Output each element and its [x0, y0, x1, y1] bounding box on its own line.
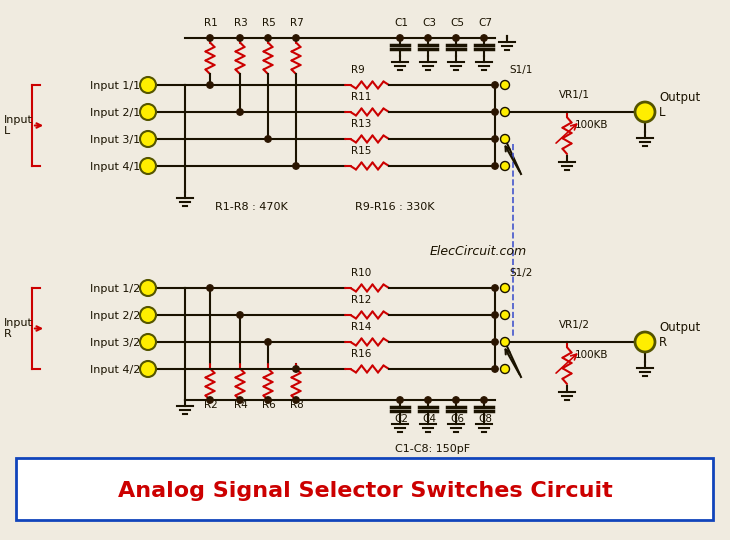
Circle shape — [207, 285, 213, 291]
Circle shape — [492, 312, 498, 318]
Text: C6: C6 — [450, 414, 464, 424]
Circle shape — [425, 397, 431, 403]
Text: VR1/2: VR1/2 — [559, 320, 590, 330]
Text: Output
R: Output R — [659, 321, 700, 349]
Text: C5: C5 — [450, 18, 464, 28]
Circle shape — [453, 397, 459, 403]
Circle shape — [140, 361, 156, 377]
Text: R9: R9 — [351, 65, 365, 75]
Circle shape — [492, 285, 498, 291]
Circle shape — [140, 158, 156, 174]
Circle shape — [492, 136, 498, 142]
Circle shape — [492, 339, 498, 345]
Circle shape — [237, 397, 243, 403]
Text: R7: R7 — [290, 18, 304, 28]
Text: C3: C3 — [422, 18, 436, 28]
Text: Input 4/2: Input 4/2 — [90, 365, 140, 375]
Circle shape — [293, 366, 299, 372]
Circle shape — [207, 397, 213, 403]
Text: C8: C8 — [478, 414, 492, 424]
Circle shape — [425, 35, 431, 41]
Circle shape — [265, 397, 272, 403]
Circle shape — [140, 307, 156, 323]
Text: 100KB: 100KB — [575, 350, 609, 360]
Text: R1-R8 : 470K: R1-R8 : 470K — [215, 202, 288, 212]
Text: Input 2/1: Input 2/1 — [90, 108, 140, 118]
Text: Input 2/2: Input 2/2 — [90, 311, 140, 321]
Text: R6: R6 — [262, 400, 276, 410]
Circle shape — [635, 332, 655, 352]
Circle shape — [501, 107, 510, 117]
Text: Input 1/2: Input 1/2 — [90, 284, 140, 294]
Circle shape — [293, 35, 299, 41]
Circle shape — [492, 366, 498, 372]
Text: R11: R11 — [351, 92, 372, 102]
Text: VR1/1: VR1/1 — [559, 90, 590, 100]
Text: C2: C2 — [394, 414, 408, 424]
Text: Input 3/2: Input 3/2 — [90, 338, 140, 348]
Text: Output
L: Output L — [659, 91, 700, 119]
Text: R16: R16 — [351, 349, 372, 359]
Text: R15: R15 — [351, 146, 372, 156]
Circle shape — [140, 280, 156, 296]
Circle shape — [481, 397, 487, 403]
Circle shape — [140, 77, 156, 93]
Text: S1/1: S1/1 — [509, 65, 532, 75]
Text: R1: R1 — [204, 18, 218, 28]
Circle shape — [237, 312, 243, 318]
Circle shape — [501, 364, 510, 374]
Circle shape — [501, 338, 510, 347]
Circle shape — [293, 163, 299, 169]
Circle shape — [492, 82, 498, 88]
Text: C4: C4 — [422, 414, 436, 424]
Circle shape — [207, 82, 213, 88]
Circle shape — [140, 104, 156, 120]
Text: R12: R12 — [351, 295, 372, 305]
Text: Input 1/1: Input 1/1 — [90, 81, 140, 91]
Text: R13: R13 — [351, 119, 372, 129]
Circle shape — [481, 35, 487, 41]
Text: Input 4/1: Input 4/1 — [90, 162, 140, 172]
Text: C7: C7 — [478, 18, 492, 28]
Text: C1: C1 — [394, 18, 408, 28]
Text: ElecCircuit.com: ElecCircuit.com — [430, 245, 527, 258]
Text: S1/2: S1/2 — [509, 268, 532, 278]
Text: C1-C8: 150pF: C1-C8: 150pF — [395, 444, 470, 454]
Circle shape — [492, 163, 498, 169]
Circle shape — [501, 80, 510, 90]
Text: 100KB: 100KB — [575, 120, 609, 130]
Text: R3: R3 — [234, 18, 247, 28]
Circle shape — [397, 35, 403, 41]
Text: Input 3/1: Input 3/1 — [90, 135, 140, 145]
Text: R14: R14 — [351, 322, 372, 332]
Circle shape — [501, 134, 510, 144]
Text: R8: R8 — [290, 400, 304, 410]
Text: Input
L: Input L — [4, 114, 33, 136]
Circle shape — [635, 102, 655, 122]
Text: Analog Signal Selector Switches Circuit: Analog Signal Selector Switches Circuit — [118, 481, 612, 501]
Circle shape — [265, 339, 272, 345]
Text: R5: R5 — [262, 18, 276, 28]
Circle shape — [397, 397, 403, 403]
Text: R2: R2 — [204, 400, 218, 410]
Circle shape — [492, 109, 498, 115]
Text: R9-R16 : 330K: R9-R16 : 330K — [355, 202, 434, 212]
Circle shape — [501, 310, 510, 320]
Circle shape — [453, 35, 459, 41]
Circle shape — [501, 161, 510, 171]
Text: R4: R4 — [234, 400, 247, 410]
Circle shape — [237, 35, 243, 41]
Circle shape — [265, 35, 272, 41]
Circle shape — [207, 35, 213, 41]
Circle shape — [237, 109, 243, 115]
Circle shape — [265, 136, 272, 142]
Text: Input
R: Input R — [4, 318, 33, 339]
Text: R10: R10 — [351, 268, 372, 278]
Circle shape — [501, 284, 510, 293]
FancyBboxPatch shape — [16, 458, 713, 520]
Circle shape — [140, 131, 156, 147]
Circle shape — [293, 397, 299, 403]
Circle shape — [140, 334, 156, 350]
